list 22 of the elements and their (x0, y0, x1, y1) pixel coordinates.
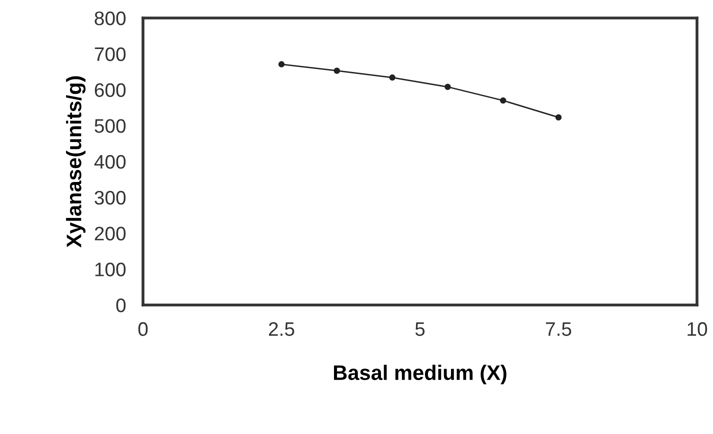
y-tick-label: 400 (94, 154, 126, 169)
x-tick-label: 2.5 (268, 322, 294, 336)
y-tick-label: 300 (94, 190, 126, 205)
x-tick-label: 5 (415, 322, 425, 336)
point (389, 74, 396, 81)
y-axis-title: Xylanase(units/g) (66, 76, 86, 248)
point (334, 68, 340, 74)
y-tick-label: 200 (94, 226, 126, 240)
y-tick-label: 600 (94, 83, 126, 97)
point (555, 114, 562, 120)
y-tick-label: 800 (94, 11, 126, 26)
y-tick-label: 500 (94, 119, 126, 133)
x-tick-label: 0 (138, 322, 148, 336)
x-tick-label: 7.5 (546, 322, 572, 336)
y-tick-label: 100 (95, 262, 126, 276)
point (278, 61, 285, 68)
x-tick-label: 10 (688, 322, 708, 336)
y-tick-label: 0 (116, 298, 126, 312)
x-axis-title: Basal medium (X) (334, 364, 506, 384)
point (500, 97, 506, 104)
y-tick-label: 700 (94, 47, 126, 62)
point (444, 84, 451, 90)
